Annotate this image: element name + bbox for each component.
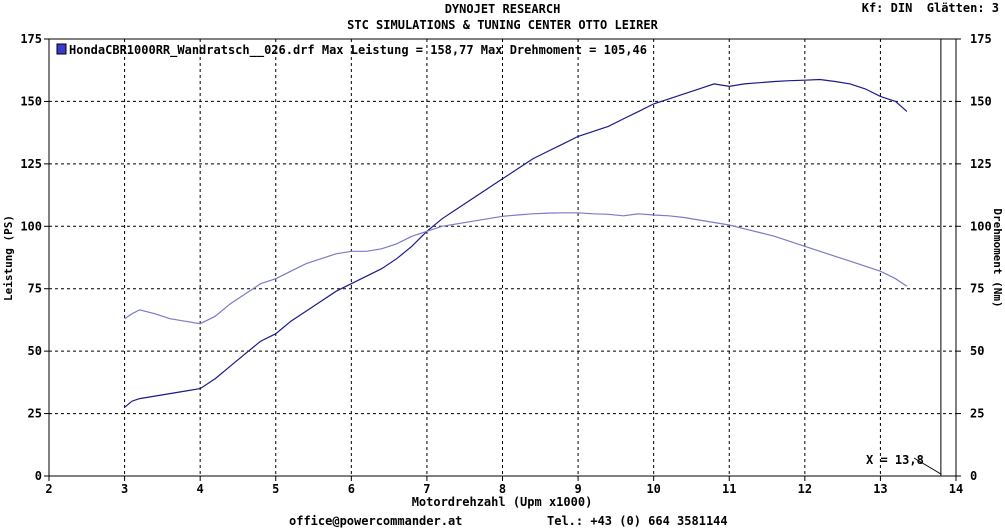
- y-axis-label-right: Drehmoment (Nm): [991, 208, 1004, 307]
- x-axis-label: Motordrehzahl (Upm x1000): [412, 495, 593, 509]
- x-tick-label: 6: [348, 482, 355, 496]
- x-tick-label: 10: [646, 482, 660, 496]
- chart-title-company: DYNOJET RESEARCH: [444, 2, 561, 16]
- y-tick-label-left: 50: [28, 344, 42, 358]
- y-tick-label-right: 0: [970, 469, 977, 483]
- y-tick-label-left: 175: [20, 32, 42, 46]
- y-tick-label-right: 75: [970, 282, 984, 296]
- y-tick-label-left: 150: [20, 94, 42, 108]
- x-tick-label: 7: [423, 482, 430, 496]
- y-tick-label-left: 125: [20, 157, 42, 171]
- legend: HondaCBR1000RR_Wandratsch__026.drf Max L…: [56, 43, 647, 58]
- y-tick-label-left: 25: [28, 407, 42, 421]
- y-axis-label-left: Leistung (PS): [2, 215, 15, 301]
- legend-text: HondaCBR1000RR_Wandratsch__026.drf Max L…: [69, 43, 647, 58]
- y-tick-label-right: 150: [970, 94, 992, 108]
- y-tick-label-right: 125: [970, 157, 992, 171]
- y-tick-label-right: 50: [970, 344, 984, 358]
- x-tick-label: 4: [197, 482, 204, 496]
- y-tick-label-left: 75: [28, 282, 42, 296]
- x-tick-label: 3: [121, 482, 128, 496]
- x-tick-label: 8: [499, 482, 506, 496]
- y-tick-label-left: 100: [20, 219, 42, 233]
- footer-email: office@powercommander.at: [289, 514, 463, 528]
- cursor-pointer: [913, 457, 942, 475]
- x-tick-label: 2: [45, 482, 52, 496]
- y-tick-label-right: 25: [970, 407, 984, 421]
- series-line-1: [124, 78, 908, 408]
- x-tick-label: 11: [722, 482, 736, 496]
- x-tick-label: 13: [873, 482, 887, 496]
- settings-readout: Kf: DIN Glätten: 3: [861, 1, 999, 15]
- chart-title-tuner: STC SIMULATIONS & TUNING CENTER OTTO LEI…: [347, 18, 658, 32]
- x-tick-label: 5: [272, 482, 279, 496]
- footer-phone: Tel.: +43 (0) 664 3581144: [547, 514, 728, 528]
- x-tick-label: 14: [949, 482, 963, 496]
- series-group: [124, 78, 908, 408]
- grid: [49, 39, 956, 476]
- x-tick-label: 12: [798, 482, 812, 496]
- cursor: X = 13,8: [866, 39, 942, 476]
- legend-swatch: [56, 43, 67, 55]
- series-line-2: [124, 212, 908, 325]
- y-tick-label-right: 100: [970, 219, 992, 233]
- y-tick-label-left: 0: [35, 469, 42, 483]
- x-tick-label: 9: [574, 482, 581, 496]
- axis-ticks: 2 3 4 5 6 7 8 9 10 11 12 13 14 0 0 25 25 50 50 75 75 100 100 12…: [20, 32, 991, 496]
- y-tick-label-right: 175: [970, 32, 992, 46]
- cursor-label: X = 13,8: [866, 453, 924, 467]
